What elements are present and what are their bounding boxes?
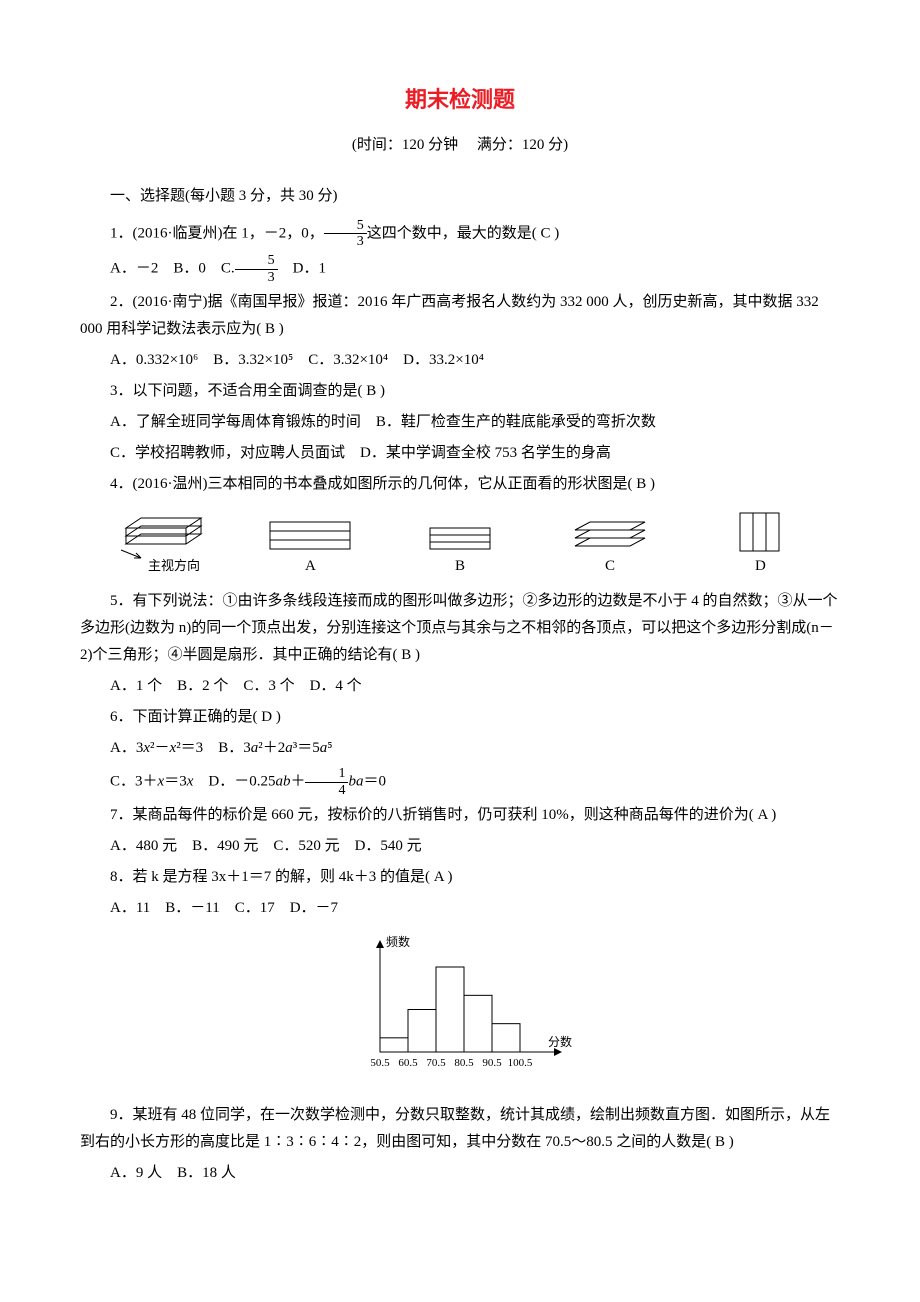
section-1-header: 一、选择题(每小题 3 分，共 30 分) (80, 183, 840, 210)
subtitle: (时间：120 分钟 满分：120 分) (80, 132, 840, 159)
svg-text:50.5: 50.5 (370, 1057, 390, 1069)
q4-option-d: D (705, 508, 815, 578)
question-4-figures: 主视方向 A B C D (80, 508, 840, 578)
svg-text:60.5: 60.5 (398, 1057, 418, 1069)
question-1-options: A．－2 B．0 C.53 D．1 (80, 253, 840, 285)
svg-text:100.5: 100.5 (508, 1057, 533, 1069)
subtitle-time: (时间：120 分钟 (352, 137, 458, 153)
question-9: 9．某班有 48 位同学，在一次数学检测中，分数只取整数，统计其成绩，绘制出频数… (80, 1102, 840, 1156)
question-3-options-cd: C．学校招聘教师，对应聘人员面试 D．某中学调查全校 753 名学生的身高 (80, 440, 840, 467)
question-2-options: A．0.332×10⁶ B．3.32×10⁵ C．3.32×10⁴ D．33.2… (80, 347, 840, 374)
q1-opt-b: B．0 (173, 261, 206, 277)
q4-b-label: B (455, 558, 465, 574)
question-2: 2．(2016·南宁)据《南国早报》报道：2016 年广西高考报名人数约为 33… (80, 289, 840, 343)
question-5-options: A．1 个 B．2 个 C．3 个 D．4 个 (80, 673, 840, 700)
question-6-options-ab: A．3x²－x²＝3 B．3a²＋2a³＝5a⁵ (80, 735, 840, 762)
q6-d-frac: 14 (305, 766, 348, 798)
svg-text:80.5: 80.5 (454, 1057, 474, 1069)
q4-option-b: B (405, 508, 515, 578)
q4-c-label: C (605, 558, 615, 574)
histogram-figure: 频数分数 50.5 60.5 70.5 80.5 90.5 100.5 (80, 932, 840, 1092)
question-6-options-cd: C．3＋x＝3x D．－0.25ab＋14ba＝0 (80, 766, 840, 798)
question-5: 5．有下列说法：①由许多条线段连接而成的图形叫做多边形；②多边形的边数是不小于 … (80, 588, 840, 669)
question-1: 1．(2016·临夏州)在 1，－2，0，53这四个数中，最大的数是( C ) (80, 218, 840, 250)
q4-main-label: 主视方向 (148, 558, 200, 573)
q4-option-c: C (555, 508, 665, 578)
subtitle-score: 满分：120 分) (477, 137, 568, 153)
q1-text-pre: 1．(2016·临夏州)在 1，－2，0， (110, 225, 324, 241)
page-title: 期末检测题 (80, 80, 840, 120)
svg-text:90.5: 90.5 (482, 1057, 502, 1069)
question-3: 3．以下问题，不适合用全面调查的是( B ) (80, 378, 840, 405)
q1-text-post: 这四个数中，最大的数是( C ) (367, 225, 560, 241)
question-9-options: A．9 人 B．18 人 (80, 1160, 840, 1187)
question-8-options: A．11 B．－11 C．17 D．－7 (80, 895, 840, 922)
question-3-options-ab: A．了解全班同学每周体育锻炼的时间 B．鞋厂检查生产的鞋底能承受的弯折次数 (80, 409, 840, 436)
q4-main-figure: 主视方向 (106, 508, 216, 578)
q4-option-a: A (255, 508, 365, 578)
q1-opt-d: D．1 (293, 261, 326, 277)
question-4: 4．(2016·温州)三本相同的书本叠成如图所示的几何体，它从正面看的形状图是(… (80, 471, 840, 498)
q1-opt-a: A．－2 (110, 261, 158, 277)
q1-opt-c-pre: C. (221, 261, 235, 277)
svg-text:分数: 分数 (548, 1034, 572, 1049)
q1-opt-c-frac: 53 (235, 253, 278, 285)
svg-text:70.5: 70.5 (426, 1057, 446, 1069)
svg-text:频数: 频数 (386, 934, 410, 949)
question-7: 7．某商品每件的标价是 660 元，按标价的八折销售时，仍可获利 10%，则这种… (80, 802, 840, 829)
question-6: 6．下面计算正确的是( D ) (80, 704, 840, 731)
q1-fraction: 53 (324, 218, 367, 250)
q4-a-label: A (305, 558, 316, 574)
question-7-options: A．480 元 B．490 元 C．520 元 D．540 元 (80, 833, 840, 860)
q4-d-label: D (755, 558, 766, 574)
question-8: 8．若 k 是方程 3x＋1＝7 的解，则 4k＋3 的值是( A ) (80, 864, 840, 891)
